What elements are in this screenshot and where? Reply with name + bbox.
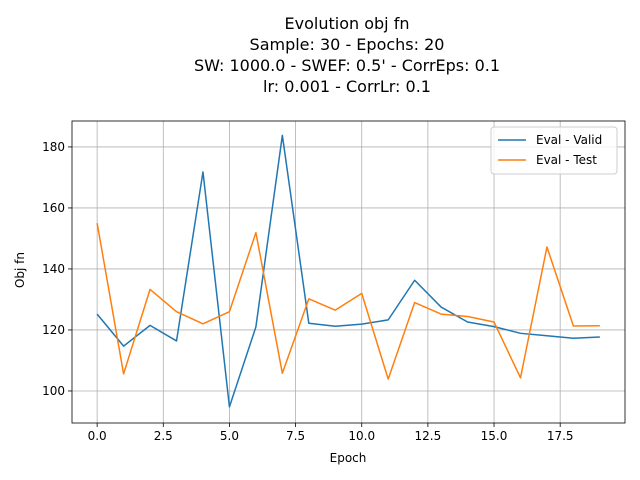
legend-label-eval-valid: Eval - Valid <box>536 133 602 147</box>
legend-label-eval-test: Eval - Test <box>536 153 597 167</box>
y-tick-label: 120 <box>42 323 65 337</box>
x-axis-label: Epoch <box>330 451 367 465</box>
x-tick-label: 0.0 <box>88 429 107 443</box>
series-line-eval-valid <box>96 134 600 408</box>
y-tick-label: 180 <box>42 140 65 154</box>
plot-area-frame <box>71 120 626 424</box>
title-line-3: SW: 1000.0 - SWEF: 0.5' - CorrEps: 0.1 <box>194 56 500 75</box>
y-axis-label: Obj fn <box>13 252 27 288</box>
x-tick-label: 5.0 <box>220 429 239 443</box>
y-tick-label: 160 <box>42 201 65 215</box>
series-lines <box>96 134 600 408</box>
title-line-1: Evolution obj fn <box>285 14 410 33</box>
title-line-2: Sample: 30 - Epochs: 20 <box>250 35 445 54</box>
x-tick-label: 15.0 <box>481 429 508 443</box>
y-tick-label: 140 <box>42 262 65 276</box>
legend: Eval - Valid Eval - Test <box>490 126 618 175</box>
x-tick-label: 10.0 <box>348 429 375 443</box>
y-tick-label: 100 <box>42 384 65 398</box>
chart-title: Evolution obj fn Sample: 30 - Epochs: 20… <box>194 14 500 96</box>
x-tick-label: 2.5 <box>154 429 173 443</box>
grid <box>72 121 625 423</box>
series-line-eval-test <box>96 223 600 380</box>
x-tick-label: 17.5 <box>547 429 574 443</box>
x-tick-label: 12.5 <box>415 429 442 443</box>
x-tick-label: 7.5 <box>286 429 305 443</box>
x-axis-ticks: 0.0 2.5 5.0 7.5 10.0 12.5 15.0 17.5 <box>88 423 574 443</box>
y-axis-ticks: 100 120 140 160 180 <box>42 140 72 398</box>
legend-box <box>490 126 618 175</box>
title-line-4: lr: 0.001 - CorrLr: 0.1 <box>263 77 431 96</box>
